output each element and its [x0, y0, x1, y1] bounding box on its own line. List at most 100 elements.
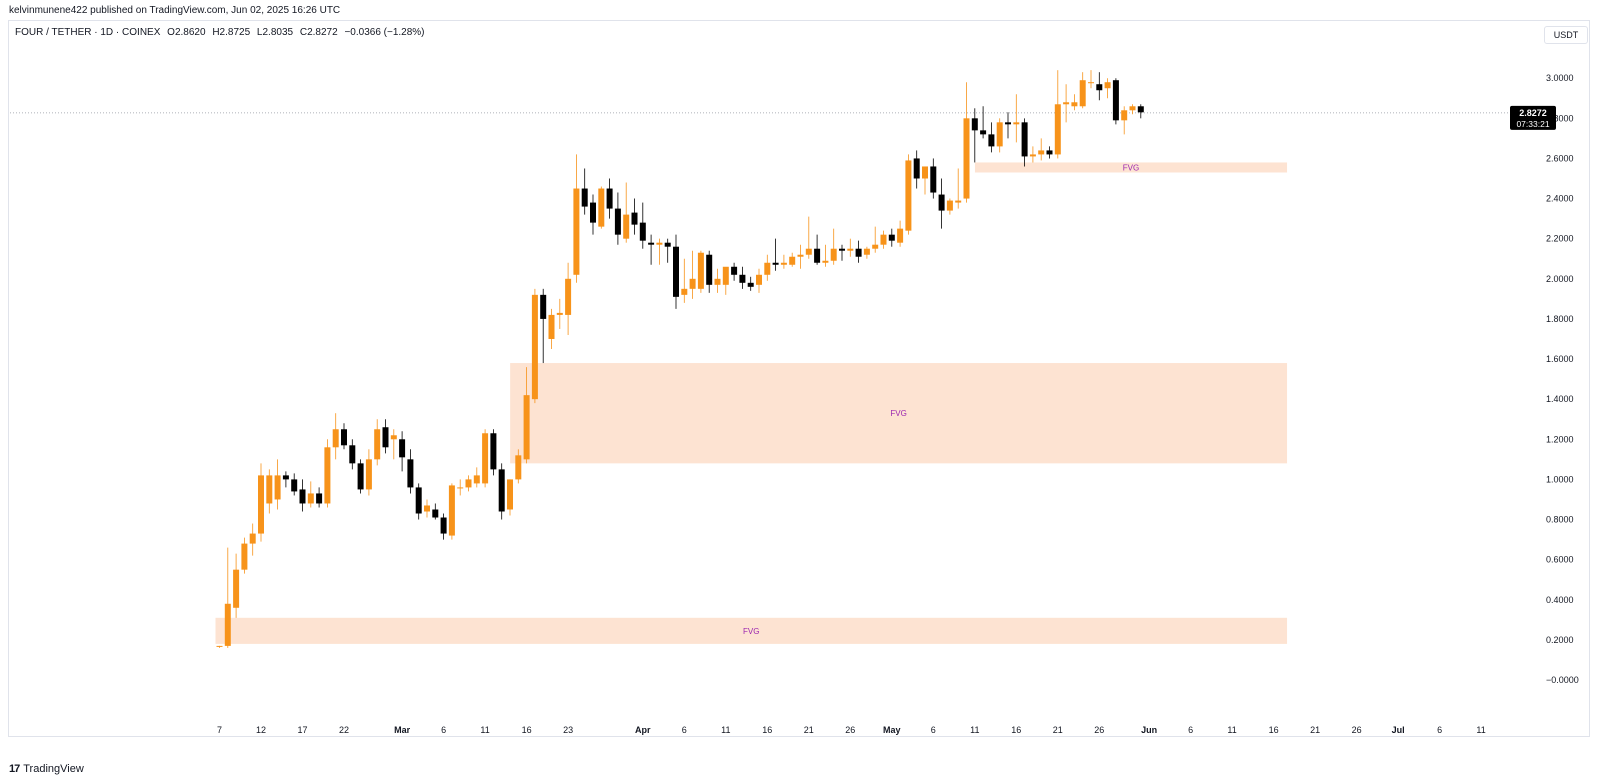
- candle-body: [847, 248, 854, 251]
- candle-body: [241, 543, 248, 570]
- published-by-header: kelvinmunene422 published on TradingView…: [9, 5, 341, 16]
- candle-body: [706, 254, 713, 285]
- y-axis-tick-label: 1.0000: [1546, 474, 1574, 484]
- candle-body: [1038, 150, 1045, 155]
- candle-body: [656, 242, 663, 245]
- x-axis-tick-label: 16: [1011, 725, 1021, 735]
- candle-body: [822, 260, 829, 263]
- x-axis-tick-label: 6: [682, 725, 687, 735]
- currency-button[interactable]: USDT: [1544, 26, 1588, 44]
- ohlc-open: O2.8620: [167, 27, 206, 38]
- y-axis-tick-label: 0.2000: [1546, 635, 1574, 645]
- candle-body: [863, 248, 870, 255]
- candle-body: [1079, 80, 1086, 107]
- candle-body: [664, 242, 671, 247]
- candle-body: [1046, 150, 1053, 155]
- fvg-label: FVG: [743, 627, 759, 636]
- candle-body: [249, 533, 256, 544]
- candle-body: [540, 294, 547, 319]
- y-axis-tick-label: 0.8000: [1546, 515, 1574, 525]
- y-axis-tick-label: 3.0000: [1546, 73, 1574, 83]
- x-axis-tick-label: May: [883, 725, 901, 735]
- x-axis-tick-label: 26: [1094, 725, 1104, 735]
- candle-body: [1005, 122, 1011, 125]
- candle-body: [415, 487, 422, 514]
- last-price-value: 2.8272: [1519, 108, 1547, 118]
- candle-body: [913, 158, 920, 179]
- fvg-label: FVG: [1123, 163, 1139, 172]
- candle-body: [382, 427, 389, 448]
- candle-body: [1071, 102, 1078, 107]
- candle-body: [739, 274, 746, 283]
- x-axis-tick-label: 16: [1269, 725, 1279, 735]
- candle-body: [780, 262, 787, 265]
- candle-body: [548, 314, 555, 339]
- x-axis-tick-label: Jul: [1392, 725, 1405, 735]
- candle-body: [955, 200, 962, 203]
- candle-body: [731, 266, 738, 275]
- symbol-name[interactable]: FOUR / TETHER · 1D · COINEX: [15, 27, 161, 38]
- candle-body: [581, 188, 588, 207]
- candle-body: [565, 278, 572, 315]
- candle-body: [1096, 84, 1103, 91]
- candle-body: [855, 248, 862, 257]
- candle-body: [266, 475, 273, 504]
- candle-body: [747, 282, 754, 287]
- candle-body: [332, 429, 339, 448]
- y-axis-tick-label: 1.6000: [1546, 354, 1574, 364]
- candle-body: [258, 475, 264, 534]
- candle-body: [1121, 110, 1128, 121]
- candle-body: [872, 244, 879, 249]
- candle-body: [224, 603, 231, 646]
- y-axis-tick-label: 0.4000: [1546, 595, 1574, 605]
- x-axis-tick-label: 17: [297, 725, 307, 735]
- x-axis-tick-label: 11: [480, 725, 489, 735]
- candle-body: [905, 160, 912, 231]
- x-axis-tick-label: Apr: [635, 725, 651, 735]
- symbol-legend: FOUR / TETHER · 1D · COINEX O2.8620 H2.8…: [15, 27, 429, 38]
- candle-body: [482, 433, 489, 484]
- y-axis-tick-label: 2.4000: [1546, 194, 1574, 204]
- x-axis-tick-label: 11: [970, 725, 979, 735]
- ohlc-low: L2.8035: [256, 27, 294, 38]
- candle-body: [390, 435, 397, 440]
- candle-body: [349, 445, 356, 464]
- candle-body: [291, 479, 298, 492]
- chart-frame: [8, 20, 1590, 737]
- candle-body: [681, 288, 688, 295]
- candle-body: [399, 439, 406, 458]
- candle-body: [631, 212, 638, 225]
- candle-body: [233, 569, 240, 608]
- x-axis-tick-label: 11: [721, 725, 730, 735]
- candle-body: [614, 208, 621, 235]
- ohlc-high: H2.8725: [212, 27, 251, 38]
- candle-body: [839, 248, 845, 251]
- candle-body: [457, 487, 464, 489]
- candle-body: [365, 459, 372, 490]
- y-axis-tick-label: 1.8000: [1546, 314, 1574, 324]
- candle-body: [440, 517, 447, 534]
- candle-body: [922, 166, 928, 179]
- candle-body: [789, 256, 796, 265]
- x-axis-tick-label: 6: [1188, 725, 1193, 735]
- candle-body: [971, 118, 978, 131]
- candle-body: [432, 509, 439, 518]
- x-axis-tick-label: 22: [339, 725, 349, 735]
- x-axis-tick-label: 26: [845, 725, 855, 735]
- candle-body: [996, 122, 1003, 147]
- candle-body: [590, 202, 596, 223]
- candle-body: [324, 447, 331, 504]
- candle-body: [515, 455, 522, 480]
- candle-body: [1013, 122, 1020, 125]
- y-axis-tick-label: 2.0000: [1546, 274, 1574, 284]
- candle-body: [697, 252, 704, 289]
- footer-logo[interactable]: 17 TradingView: [9, 763, 84, 775]
- candle-body: [805, 248, 812, 255]
- y-axis-tick-label: −0.0000: [1546, 675, 1579, 685]
- candle-body: [988, 134, 995, 147]
- x-axis-tick-label: 7: [217, 725, 222, 735]
- x-axis-tick-label: 11: [1227, 725, 1236, 735]
- candle-body: [573, 188, 580, 275]
- candle-body: [1137, 106, 1144, 113]
